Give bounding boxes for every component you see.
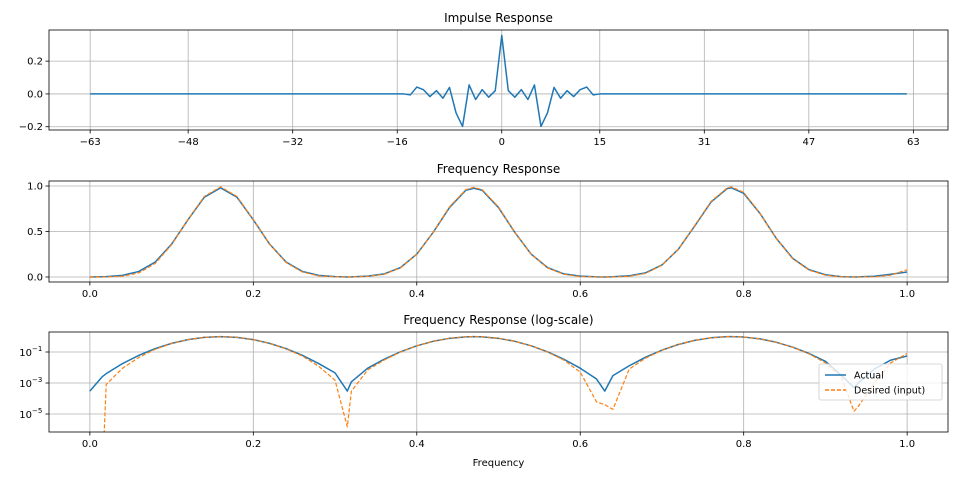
x-tick-label: 15 <box>593 137 606 148</box>
x-tick-label: 31 <box>698 137 711 148</box>
subplot-3: 0.0 0.2 0.4 0.6 0.8 1.010−110−310 −5Frequency … <box>19 313 949 469</box>
legend-box <box>818 363 943 401</box>
x-tick-label: 0.0 <box>82 439 98 450</box>
legend: Actual Desired (input) <box>818 363 943 401</box>
series-line-desired <box>103 335 908 432</box>
x-tick-label: 0.0 <box>82 289 98 300</box>
impulse-response-line <box>90 34 907 128</box>
series-line-desired <box>89 186 908 278</box>
subplot-title: Impulse Response <box>444 11 553 25</box>
x-tick-label: −16 <box>387 137 408 148</box>
plot-lines <box>89 335 908 432</box>
subplot-title: Frequency Response <box>437 162 560 176</box>
x-tick-label: 63 <box>907 137 920 148</box>
plot-lines <box>89 186 908 278</box>
x-tick-label: 0.8 <box>736 289 752 300</box>
x-tick-label: 0 <box>499 137 505 148</box>
x-axis-label: Frequency <box>473 458 525 469</box>
subplot-2: 0.0 0.2 0.4 0.6 0.8 1.0 0.0 0.5 1.0 Frequency Res… <box>27 162 949 300</box>
y-tick-label-base: 10 <box>19 348 32 359</box>
y-tick-label: 0.0 <box>27 272 43 283</box>
legend-label: Actual <box>854 371 884 382</box>
x-tick-label: −32 <box>282 137 303 148</box>
x-tick-label: 0.4 <box>409 289 425 300</box>
x-tick-label: 0.6 <box>572 289 588 300</box>
subplot-title: Frequency Response (log-scale) <box>403 313 593 327</box>
y-tick-label-exponent: −1 <box>32 345 42 353</box>
y-tick-label: 1.0 <box>27 182 43 193</box>
x-tick-label: 0.8 <box>736 439 752 450</box>
series-line-actual <box>89 187 908 278</box>
x-tick-label: 0.2 <box>245 439 261 450</box>
x-tick-label: 47 <box>802 137 815 148</box>
axes-frame <box>48 331 949 433</box>
y-tick-label: 0.0 <box>27 89 43 100</box>
x-tick-label: 1.0 <box>899 289 915 300</box>
y-tick-label: 0.5 <box>27 227 43 238</box>
y-tick-label-base: 10 <box>19 410 32 421</box>
legend-label: Desired (input) <box>854 386 925 397</box>
x-tick-label: −48 <box>178 137 199 148</box>
subplot-1: −63 −48 −32 −16 0 15 31 47 63 −0.2 0.0 0.2 Impulse R… <box>19 11 949 148</box>
x-tick-label: −63 <box>80 137 101 148</box>
x-tick-label: 1.0 <box>899 439 915 450</box>
y-tick-label-base: 10 <box>19 379 32 390</box>
x-tick-label: 0.2 <box>245 289 261 300</box>
y-tick-label: 0.2 <box>27 57 43 68</box>
axes-frame <box>48 180 949 283</box>
y-tick-label-exponent: −5 <box>32 407 42 415</box>
y-tick-label-exponent: −3 <box>32 376 42 384</box>
x-tick-label: 0.4 <box>409 439 425 450</box>
y-tick-label: −0.2 <box>19 122 43 133</box>
x-tick-label: 0.6 <box>572 439 588 450</box>
plot-lines <box>90 34 907 128</box>
axes-frame <box>48 29 949 131</box>
